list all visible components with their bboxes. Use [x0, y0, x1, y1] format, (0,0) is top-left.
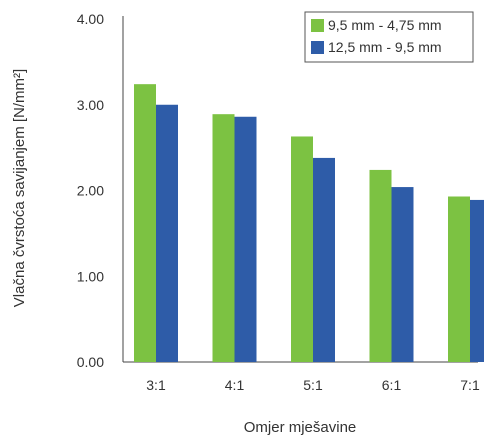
legend-box	[304, 11, 474, 63]
legend: 9,5 mm - 4,75 mm 12,5 mm - 9,5 mm	[304, 11, 474, 63]
legend-swatch-series-2	[311, 41, 324, 54]
bar-5-1-series-2	[313, 157, 335, 362]
bar-3-1-series-2	[156, 104, 178, 362]
bar-5-1-series-1	[291, 136, 313, 362]
x-axis-title: Omjer mješavine	[244, 419, 357, 436]
legend-label-series-1: 9,5 mm - 4,75 mm	[328, 17, 442, 33]
legend-label-series-2: 12,5 mm - 9,5 mm	[328, 39, 442, 55]
y-tick-label: 2.00	[77, 183, 104, 199]
legend-swatch-series-1	[311, 19, 324, 32]
x-tick-labels: 3:1 4:1 5:1 6:1 7:1	[146, 377, 480, 393]
y-tick-label: 0.00	[77, 354, 104, 370]
bar-3-1-series-1	[134, 84, 156, 363]
y-axis-title: Vlačna čvrstoća savijanjem [N/mm²]	[11, 69, 28, 307]
bars	[134, 84, 484, 363]
bar-4-1-series-1	[212, 114, 235, 363]
x-tick-label: 7:1	[460, 377, 480, 393]
bar-6-1-series-1	[369, 169, 392, 362]
x-tick-label: 5:1	[303, 377, 323, 393]
bar-7-1-series-2	[470, 199, 484, 362]
x-tick-label: 6:1	[382, 377, 402, 393]
y-tick-label: 3.00	[77, 97, 104, 113]
bar-4-1-series-2	[234, 116, 257, 362]
y-tick-label: 1.00	[77, 268, 104, 284]
x-tick-label: 4:1	[225, 377, 245, 393]
bar-7-1-series-1	[448, 196, 470, 362]
y-tick-labels: 0.00 1.00 2.00 3.00 4.00	[77, 11, 104, 370]
x-tick-label: 3:1	[146, 377, 166, 393]
bar-6-1-series-2	[391, 187, 414, 362]
y-tick-label: 4.00	[77, 11, 104, 27]
